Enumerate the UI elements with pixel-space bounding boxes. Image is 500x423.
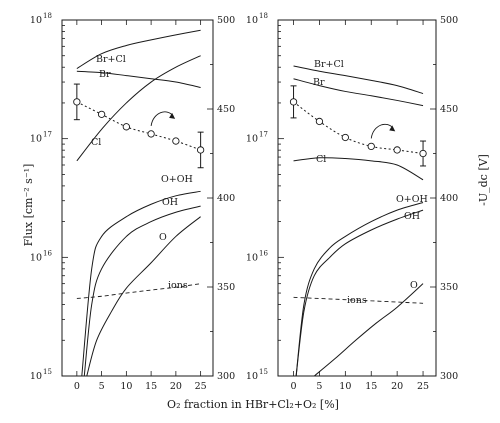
- right-series-o: [313, 283, 424, 377]
- left-series-br-cl: [76, 29, 201, 69]
- right-x-tick-label: 0: [291, 381, 297, 392]
- right-y-tick-exponent: 15: [259, 368, 268, 376]
- right-udc-point: [341, 133, 349, 142]
- right-udc-point: [289, 98, 298, 106]
- left-label-cl: Cl: [91, 137, 101, 148]
- left-y-tick-label: 10: [30, 371, 42, 382]
- right-y-tick-label: 10: [246, 134, 258, 145]
- left-series-oh: [83, 205, 201, 377]
- right-y-tick-exponent: 18: [259, 12, 268, 20]
- right-label-br: Br: [313, 77, 325, 88]
- left-series-br: [76, 70, 201, 88]
- left-x-tick-label: 0: [74, 381, 80, 392]
- right-label-br-cl: Br+Cl: [314, 59, 344, 70]
- right-y-right-tick-label: 450: [440, 104, 458, 115]
- right-x-tick-label: 25: [417, 381, 429, 392]
- left-y-tick-exponent: 18: [43, 12, 52, 20]
- left-arrow: [150, 111, 174, 126]
- left-udc-point: [147, 130, 155, 138]
- right-series-o-oh: [295, 201, 424, 377]
- left-udc-point: [172, 137, 180, 145]
- left-y-tick-label: 10: [30, 252, 42, 263]
- right-series-br-cl: [293, 65, 424, 95]
- right-udc-point: [419, 149, 427, 158]
- y-axis-label-right: -U_dc [V]: [477, 154, 490, 206]
- y-axis-label-left: Flux [cm⁻² s⁻¹]: [22, 164, 35, 247]
- left-series-o-oh: [81, 190, 201, 377]
- left-x-tick-label: 5: [99, 381, 105, 392]
- right-y-right-tick-label: 500: [440, 15, 458, 26]
- left-udc-point: [97, 110, 106, 118]
- left-y-right-tick-label: 400: [217, 193, 235, 204]
- right-label-o: O: [410, 280, 418, 291]
- right-series-cl: [293, 157, 424, 181]
- right-udc-point: [393, 146, 401, 154]
- left-x-tick-label: 10: [120, 381, 132, 392]
- left-x-tick-label: 25: [195, 381, 207, 392]
- right-y-right-tick-label: 300: [440, 371, 458, 382]
- left-series-o: [86, 216, 201, 377]
- left-udc-point: [196, 146, 205, 154]
- left-y-tick-label: 10: [30, 134, 42, 145]
- right-label-oh: OH: [404, 211, 420, 222]
- right-series-ions: [293, 296, 424, 304]
- right-x-tick-label: 15: [365, 381, 377, 392]
- right-y-tick-exponent: 17: [259, 131, 268, 139]
- left-label-o: O: [159, 232, 167, 243]
- left-label-br: Br: [99, 69, 111, 80]
- x-axis-label: O₂ fraction in HBr+Cl₂+O₂ [%]: [167, 398, 339, 411]
- right-series-br: [293, 78, 424, 107]
- right-arrow: [370, 123, 394, 139]
- right-y-tick-label: 10: [246, 252, 258, 263]
- left-y-tick-exponent: 15: [43, 368, 52, 376]
- left-x-tick-label: 15: [145, 381, 157, 392]
- left-y-right-tick-label: 500: [217, 15, 235, 26]
- right-series-u-dc: [293, 101, 424, 154]
- left-series-cl: [76, 55, 201, 162]
- left-label-o-oh: O+OH: [161, 174, 193, 185]
- left-label-br-cl: Br+Cl: [96, 54, 126, 65]
- left-y-tick-exponent: 17: [43, 131, 52, 139]
- right-x-tick-label: 10: [339, 381, 351, 392]
- left-plot-frame: [61, 19, 214, 377]
- left-y-right-tick-label: 350: [217, 282, 235, 293]
- right-udc-point: [367, 142, 375, 151]
- left-y-right-tick-label: 450: [217, 104, 235, 115]
- left-udc-point: [122, 123, 131, 131]
- right-udc-point: [315, 117, 324, 126]
- left-x-tick-label: 20: [170, 381, 182, 392]
- right-y-tick-exponent: 16: [259, 249, 268, 257]
- right-arrowhead: [389, 125, 396, 132]
- left-y-tick-exponent: 16: [43, 249, 52, 257]
- left-arrowhead: [169, 112, 176, 119]
- left-label-oh: OH: [162, 197, 178, 208]
- right-label-o-oh: O+OH: [396, 194, 428, 205]
- right-label-cl: Cl: [316, 154, 326, 165]
- left-y-tick-label: 10: [30, 15, 42, 26]
- right-y-right-tick-label: 400: [440, 193, 458, 204]
- left-series-ions: [76, 283, 201, 299]
- right-y-right-tick-label: 350: [440, 282, 458, 293]
- right-x-tick-label: 5: [316, 381, 322, 392]
- right-y-tick-label: 10: [246, 371, 258, 382]
- left-y-right-tick-label: 300: [217, 371, 235, 382]
- right-series-oh: [295, 209, 424, 377]
- left-udc-point: [73, 98, 81, 106]
- left-label-ions: ions: [168, 280, 188, 291]
- right-y-tick-label: 10: [246, 15, 258, 26]
- right-label-ions: ions: [347, 295, 367, 306]
- right-x-tick-label: 20: [391, 381, 403, 392]
